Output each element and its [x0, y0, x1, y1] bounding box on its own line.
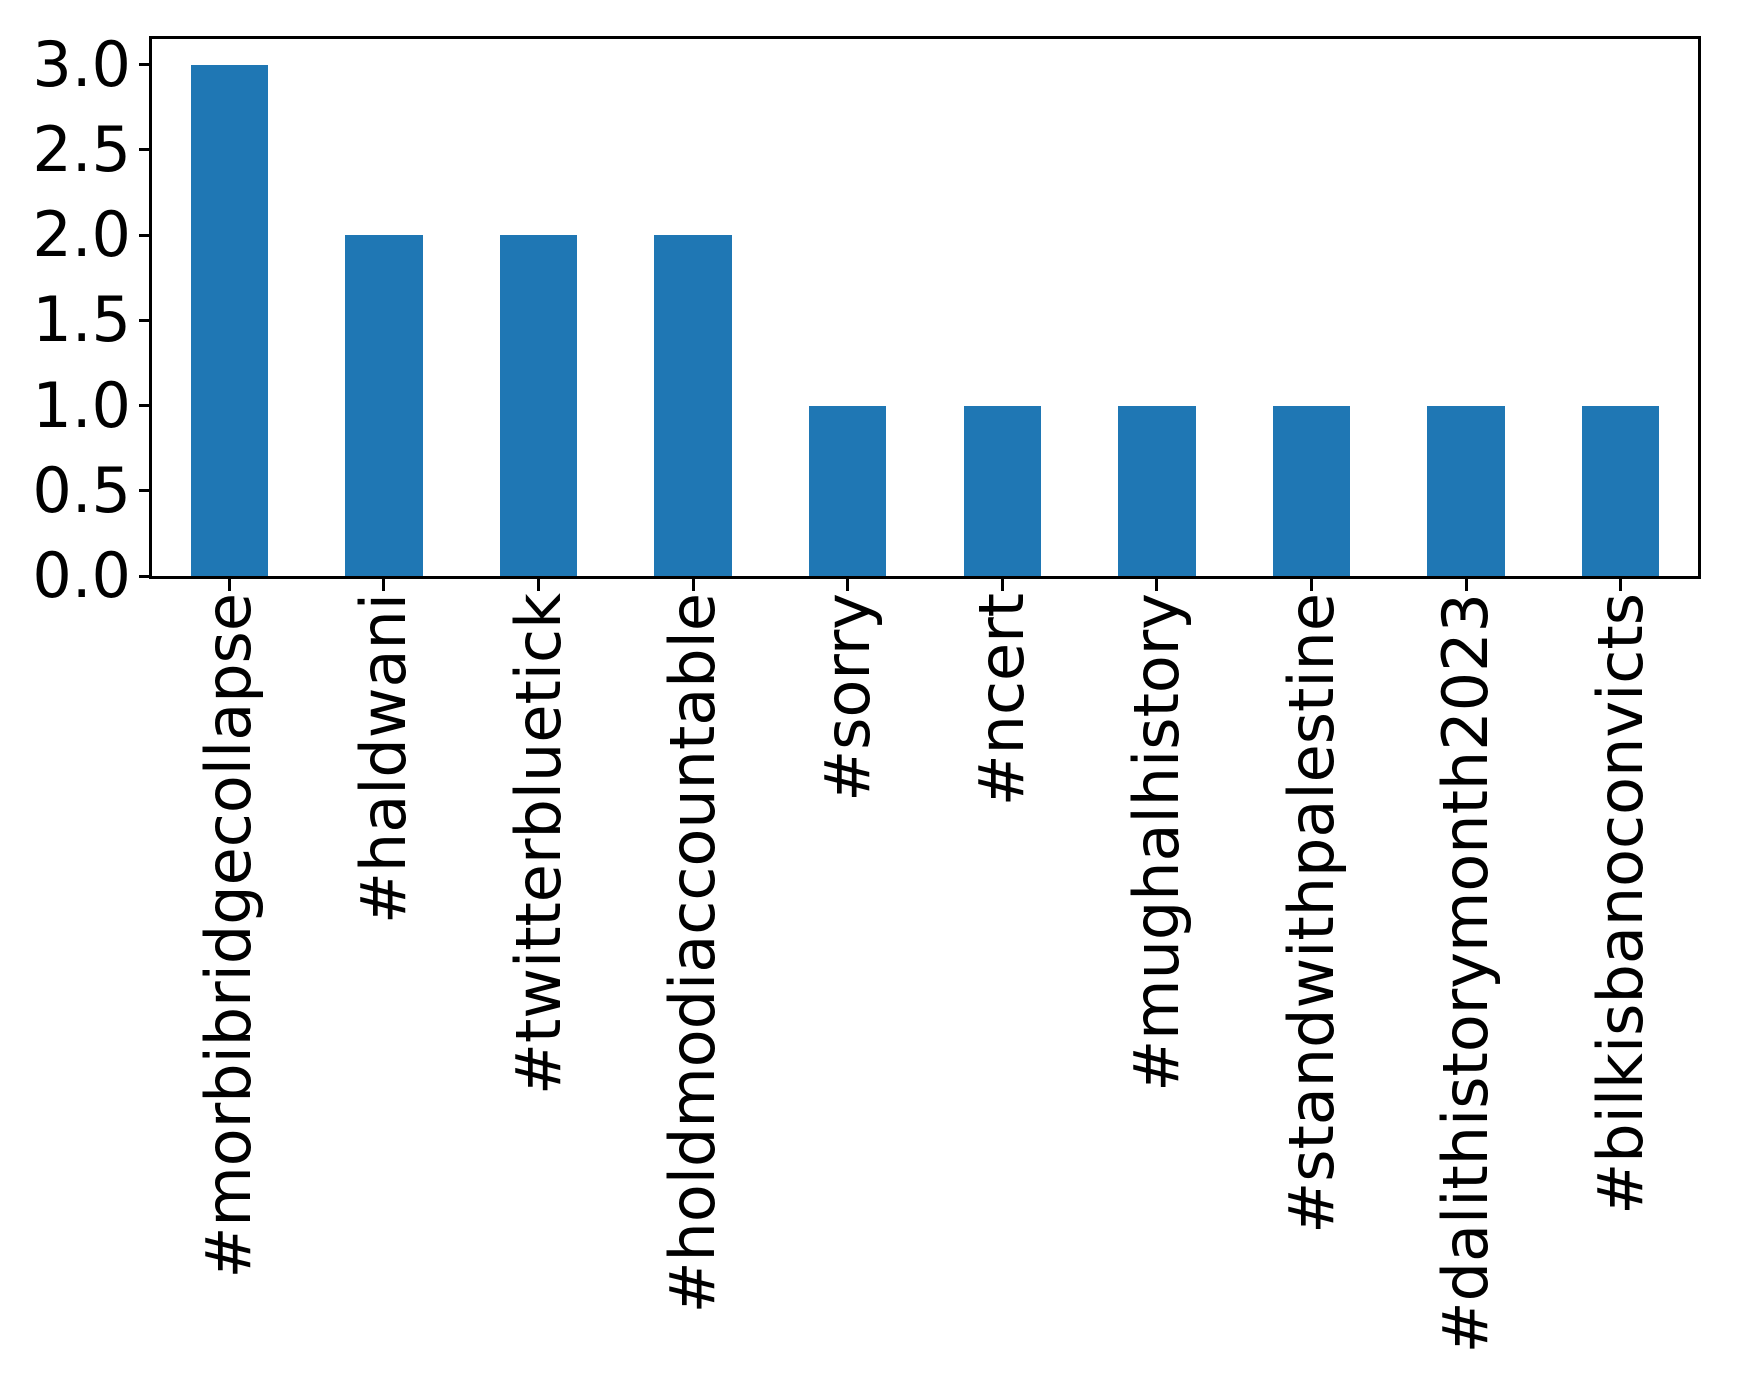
y-tick-label: 0.5 — [32, 453, 131, 527]
x-tick-label: #holdmodiaccountable — [656, 593, 730, 1314]
x-tick-mark — [382, 579, 386, 591]
y-tick-label: 0.0 — [32, 539, 131, 612]
y-tick-mark — [139, 148, 149, 152]
x-tick-label: #bilkisbanoconvicts — [1583, 593, 1657, 1215]
bar — [963, 405, 1041, 576]
y-tick-label: 3.0 — [32, 27, 131, 101]
x-tick-mark — [227, 579, 231, 591]
x-tick-mark — [846, 579, 850, 591]
x-tick-mark — [1619, 579, 1623, 591]
y-tick-label: 1.5 — [32, 283, 131, 357]
x-tick-mark — [1310, 579, 1313, 591]
y-tick-mark — [139, 404, 149, 408]
x-tick-label: #twitterbluetick — [501, 593, 575, 1095]
x-tick-mark — [1155, 579, 1159, 591]
x-tick-label: #morbibridgecollapse — [192, 593, 266, 1279]
y-tick-label: 1.0 — [32, 368, 131, 442]
plot-area — [149, 36, 1701, 579]
bar — [809, 405, 887, 576]
bar — [1118, 405, 1196, 576]
y-tick-mark — [139, 233, 149, 237]
x-tick-mark — [1464, 579, 1468, 591]
y-tick-mark — [139, 63, 149, 67]
y-tick-label: 2.5 — [32, 112, 131, 186]
x-tick-label: #standwithpalestine — [1274, 593, 1348, 1234]
x-tick-mark — [537, 579, 540, 591]
x-tick-label: #ncert — [965, 593, 1039, 807]
y-tick-mark — [139, 318, 149, 322]
bar — [190, 64, 268, 576]
bar — [654, 235, 732, 576]
y-tick-mark — [139, 574, 149, 578]
x-tick-mark — [1000, 579, 1004, 591]
x-tick-label: #sorry — [810, 593, 884, 802]
y-tick-label: 2.0 — [32, 198, 131, 272]
y-tick-mark — [139, 489, 149, 493]
bar — [1272, 405, 1351, 576]
x-tick-label: #haldwani — [346, 593, 420, 925]
x-tick-label: #mughalhistory — [1119, 593, 1193, 1092]
bar — [499, 235, 578, 576]
x-tick-label: #dalithistorymonth2023 — [1429, 593, 1503, 1354]
x-tick-mark — [691, 579, 695, 591]
bar — [345, 235, 423, 576]
bar — [1582, 405, 1660, 576]
bar — [1427, 405, 1505, 576]
